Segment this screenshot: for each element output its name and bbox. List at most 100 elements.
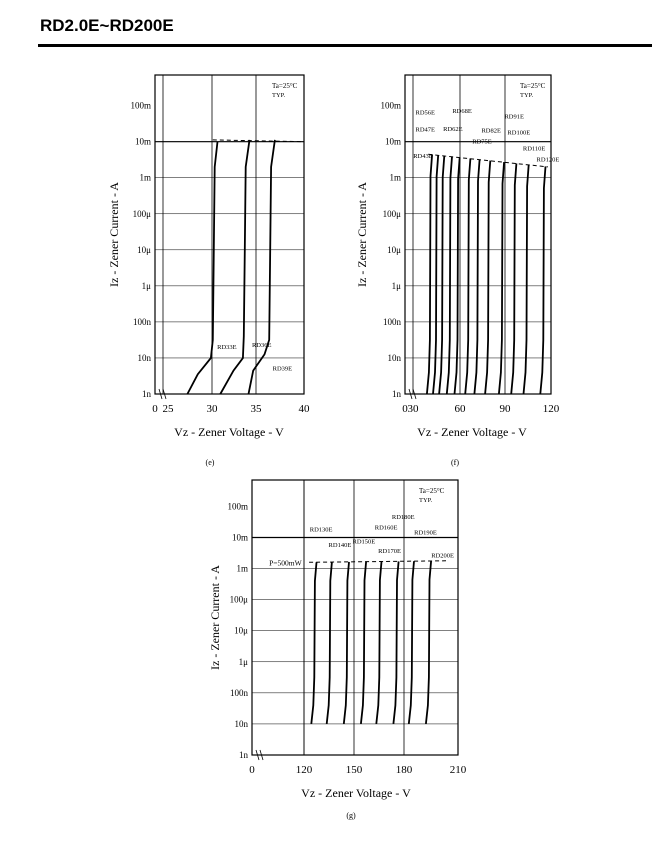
axis-break-mark [158, 388, 167, 400]
series-line [432, 155, 440, 395]
y-tick-label: 10μ [234, 626, 248, 636]
page-title: RD2.0E~RD200E [40, 16, 174, 35]
series-label: RD33E [217, 344, 237, 351]
series-line [342, 561, 350, 724]
series-label: RD39E [273, 366, 293, 373]
y-tick-label: 100n [383, 317, 402, 327]
series-label: RD110E [523, 146, 546, 153]
power-limit-line [309, 560, 447, 563]
y-tick-label: 100m [227, 501, 248, 511]
y-tick-label: 10m [135, 137, 151, 147]
y-tick-label: 1μ [392, 281, 402, 291]
series-line [325, 562, 333, 724]
panel-label: (e) [206, 458, 215, 467]
y-tick-label: 100m [380, 101, 401, 111]
y-tick-label: 10n [235, 719, 249, 729]
series-label: RD36E [252, 342, 272, 349]
series-line [247, 139, 276, 395]
series-label: RD160E [375, 525, 398, 532]
y-tick-label: 1n [392, 389, 402, 399]
x-tick-label: 150 [346, 764, 363, 776]
series-line [186, 141, 219, 395]
series-line [484, 160, 492, 395]
series-line [522, 164, 530, 395]
panel-label: (f) [451, 458, 459, 467]
series-line [445, 156, 453, 395]
series-line [453, 157, 461, 395]
series-line [360, 561, 367, 724]
panel-label: (g) [346, 811, 356, 820]
series-label: RD150E [353, 539, 376, 546]
series-line [426, 154, 433, 395]
y-tick-label: 100m [130, 101, 151, 111]
series-label: RD140E [329, 542, 352, 549]
y-tick-label: 100n [133, 317, 152, 327]
series-label: RD120E [537, 157, 560, 164]
y-tick-label: 1μ [142, 281, 152, 291]
series-label: RD75E [472, 138, 492, 145]
series-label: RD68E [452, 108, 472, 115]
series-label: RD200E [431, 553, 454, 560]
y-tick-label: 1n [239, 750, 249, 760]
series-line [498, 162, 505, 395]
x-tick-label: 210 [450, 764, 467, 776]
series-line [464, 158, 472, 395]
x-tick-label: 90 [500, 403, 512, 415]
series-line [375, 561, 383, 724]
x-axis-title: Vz - Zener Voltage - V [174, 425, 284, 439]
y-tick-label: 10n [138, 353, 152, 363]
x-tick-label: 30 [408, 403, 420, 415]
y-tick-label: 10m [232, 532, 248, 542]
x-axis-title: Vz - Zener Voltage - V [301, 786, 411, 800]
series-label: RD62E [443, 126, 463, 133]
y-tick-label: 10μ [137, 245, 151, 255]
condition-typical: TYP. [419, 497, 433, 504]
series-label: RD47E [416, 127, 436, 134]
condition-typical: TYP. [520, 92, 534, 99]
title-rule [38, 44, 652, 47]
x-tick-label: 0 [402, 403, 408, 415]
series-label: RD170E [378, 548, 401, 555]
series-label: RD82E [481, 128, 501, 135]
y-tick-label: 10μ [387, 245, 401, 255]
series-line [510, 163, 518, 395]
power-limit-line [212, 139, 305, 143]
plot-frame [404, 74, 552, 395]
y-axis-title: Iz - Zener Current - A [208, 565, 222, 670]
y-tick-label: 1μ [239, 657, 249, 667]
x-tick-label: 35 [251, 403, 263, 415]
y-tick-label: 100n [230, 688, 249, 698]
series-label: RD56E [416, 110, 436, 117]
series-line [392, 561, 400, 724]
power-limit-label: P=500mW [269, 558, 302, 567]
y-tick-label: 100μ [383, 209, 402, 219]
y-tick-label: 10n [388, 353, 402, 363]
x-tick-label: 0 [249, 764, 255, 776]
x-axis-title: Vz - Zener Voltage - V [417, 425, 527, 439]
condition-temperature: Ta=25°C [520, 82, 546, 90]
series-label: RD91E [504, 113, 524, 120]
condition-temperature: Ta=25°C [272, 82, 298, 90]
axis-break-mark [255, 749, 264, 761]
condition-typical: TYP. [272, 92, 286, 99]
series-label: RD130E [310, 526, 333, 533]
series-line [438, 155, 446, 395]
x-tick-label: 180 [396, 764, 413, 776]
series-line [219, 139, 251, 395]
x-tick-label: 30 [207, 403, 219, 415]
series-line [407, 561, 415, 724]
plot-frame [154, 74, 305, 395]
condition-temperature: Ta=25°C [419, 487, 445, 495]
x-tick-label: 60 [455, 403, 467, 415]
y-tick-label: 10m [385, 137, 401, 147]
y-tick-label: 100μ [133, 209, 152, 219]
y-axis-title: Iz - Zener Current - A [107, 182, 121, 287]
series-line [473, 159, 481, 395]
series-label: RD190E [414, 529, 437, 536]
y-tick-label: 1n [142, 389, 152, 399]
x-tick-label: 120 [296, 764, 313, 776]
y-tick-label: 1m [139, 173, 151, 183]
